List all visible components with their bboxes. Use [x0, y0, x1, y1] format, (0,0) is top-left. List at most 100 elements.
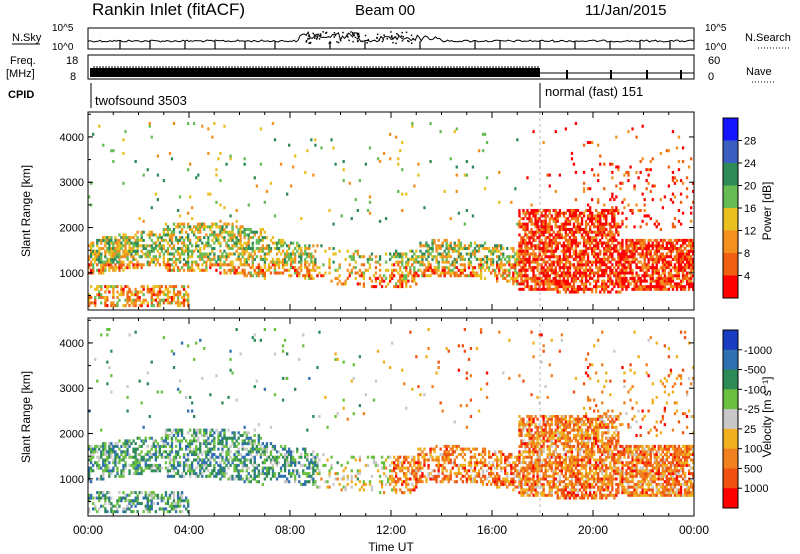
velocity-cell — [197, 455, 200, 459]
power-cell — [627, 260, 630, 264]
power-cell — [104, 304, 107, 308]
power-cell — [409, 249, 412, 253]
power-cell — [558, 228, 562, 232]
velocity-cell — [122, 491, 125, 495]
power-cell — [231, 230, 234, 234]
power-cell — [637, 176, 640, 180]
power-cell — [653, 285, 656, 289]
power-cell — [667, 279, 671, 283]
power-cell — [178, 260, 182, 264]
power-cell — [548, 238, 551, 242]
power-cell — [219, 257, 222, 261]
power-cell — [572, 252, 576, 256]
power-cell — [225, 222, 228, 226]
power-cell — [667, 238, 671, 242]
power-cell — [645, 179, 648, 183]
power-cell — [463, 222, 467, 226]
velocity-cell — [191, 466, 194, 470]
velocity-cell — [225, 439, 228, 443]
power-cell — [473, 247, 477, 251]
power-cell — [124, 236, 127, 240]
power-cell — [108, 266, 111, 270]
nsky-tick-top-right: 10^5 — [705, 23, 727, 34]
power-cell — [154, 255, 158, 259]
power-cell — [108, 244, 111, 248]
power-cell — [481, 244, 485, 248]
power-cell — [597, 274, 600, 278]
freq-label: Freq. — [10, 55, 36, 67]
power-cell — [546, 268, 549, 272]
power-cell — [104, 263, 107, 267]
power-cell — [308, 268, 311, 272]
velocity-cell — [104, 453, 107, 457]
nsky-point — [352, 31, 354, 34]
power-cell — [199, 249, 202, 253]
power-cell — [562, 211, 566, 215]
power-cell — [401, 192, 404, 196]
power-cell — [518, 274, 521, 278]
power-cell — [685, 187, 689, 191]
velocity-cell — [187, 453, 190, 457]
power-cell — [130, 241, 133, 245]
power-cell — [566, 238, 570, 242]
power-cell — [582, 241, 586, 245]
power-cell — [562, 279, 566, 283]
power-cell — [217, 238, 220, 242]
power-cell — [621, 200, 624, 204]
power-cell — [526, 211, 529, 215]
power-cell — [92, 249, 95, 253]
power-cell — [275, 247, 279, 251]
power-cell — [116, 249, 119, 253]
power-cell — [548, 219, 551, 223]
power-cell — [584, 252, 588, 256]
power-cell — [288, 244, 291, 248]
power-cell — [538, 228, 541, 232]
power-cell — [191, 255, 194, 259]
power-cell — [601, 222, 604, 226]
power-cell — [643, 263, 646, 267]
power-cell — [633, 257, 636, 261]
power-cell — [554, 209, 557, 213]
power-cell — [601, 211, 604, 215]
power-cell — [108, 260, 111, 264]
power-cell — [685, 176, 689, 180]
power-cell — [189, 238, 192, 242]
power-cell — [611, 247, 614, 251]
power-cell — [207, 238, 210, 242]
nsky-tick-bottom-right: 10^0 — [705, 42, 727, 53]
power-cell — [251, 255, 254, 259]
power-cell — [566, 257, 570, 261]
power-cell — [88, 301, 91, 305]
power-cell — [611, 192, 614, 196]
velocity-cell — [185, 458, 188, 462]
power-cell — [116, 304, 119, 308]
velocity-cell — [98, 458, 101, 462]
power-cell — [671, 274, 675, 278]
power-cell — [304, 263, 307, 267]
power-cell — [104, 255, 107, 259]
power-cell — [455, 274, 458, 278]
power-cell — [556, 230, 559, 234]
power-cell — [180, 236, 184, 240]
power-cell — [595, 252, 598, 256]
cpid-segment-twofsound: twofsound 3503 — [95, 93, 187, 108]
nave-tick-60: 60 — [708, 55, 720, 67]
power-cell — [510, 255, 513, 259]
power-cell — [643, 276, 646, 280]
power-cell — [578, 268, 582, 272]
power-cell — [534, 244, 537, 248]
power-cell — [661, 285, 665, 289]
power-cell — [158, 293, 162, 297]
power-cell — [578, 285, 582, 289]
velocity-cell — [168, 455, 172, 459]
velocity-cell — [180, 472, 184, 476]
power-cell — [316, 244, 319, 248]
power-cell — [554, 285, 557, 289]
power-cell — [467, 257, 471, 261]
power-cell — [615, 238, 618, 242]
velocity-cell — [146, 453, 149, 457]
power-cell — [187, 247, 190, 251]
velocity-cell — [219, 472, 222, 476]
power-cell — [621, 255, 624, 259]
